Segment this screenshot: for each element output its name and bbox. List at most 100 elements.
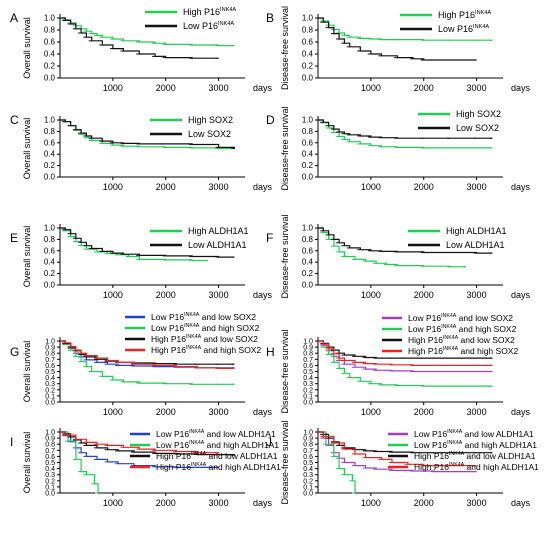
x-tick-label: 2000: [414, 83, 434, 93]
legend-label: High P16INK4A: [183, 7, 236, 17]
x-tick-label: 1000: [361, 290, 381, 300]
panel-letter-b: B: [266, 11, 274, 25]
x-tick-label: 2000: [156, 407, 176, 417]
x-tick-label: 3000: [209, 407, 229, 417]
x-tick-label: 3000: [467, 290, 487, 300]
x-tick-label: 1000: [361, 182, 381, 192]
y-tick-label: 0.1: [45, 393, 55, 400]
x-axis-unit-label: days: [253, 290, 273, 300]
y-tick-label: 1.0: [303, 339, 313, 346]
x-axis-unit-label: days: [253, 407, 273, 417]
y-tick-label: 0.5: [303, 460, 313, 467]
x-tick-label: 2000: [414, 407, 434, 417]
y-tick-label: 0.2: [44, 161, 56, 170]
y-tick-label: 1.0: [44, 14, 56, 23]
y-tick-label: 0.7: [303, 357, 313, 364]
x-axis-unit-label: days: [253, 182, 273, 192]
y-tick-label: 0.3: [303, 381, 313, 388]
panel-letter-c: C: [10, 113, 19, 127]
y-tick-label: 0.8: [45, 442, 55, 449]
legend-label: High P16INK4A and high SOX2: [151, 345, 261, 355]
y-tick-label: 0.7: [45, 448, 55, 455]
x-tick-label: 1000: [103, 182, 123, 192]
y-tick-label: 1.0: [44, 116, 56, 125]
x-tick-label: 1000: [361, 83, 381, 93]
y-tick-label: 0.1: [303, 393, 313, 400]
legend-label: Low P16INK4A: [183, 21, 234, 31]
y-tick-label: 0.6: [302, 138, 314, 147]
y-axis-title: Overall survival: [22, 17, 32, 79]
panel-letter-g: G: [10, 345, 19, 359]
x-tick-label: 2000: [156, 290, 176, 300]
x-tick-label: 1000: [103, 290, 123, 300]
survival-curve-red: [60, 431, 220, 454]
survival-curve-green: [318, 340, 493, 387]
y-tick-label: 0.4: [44, 50, 56, 59]
y-tick-label: 0.6: [303, 454, 313, 461]
x-tick-label: 1000: [103, 407, 123, 417]
y-axis-title: Overall survival: [22, 226, 32, 288]
survival-curve-black: [60, 17, 219, 59]
legend-label: Low SOX2: [456, 123, 499, 133]
y-tick-label: 0.4: [302, 258, 314, 267]
y-tick-label: 0.2: [44, 62, 56, 71]
y-tick-label: 0.2: [302, 161, 314, 170]
legend-label: High SOX2: [188, 115, 233, 125]
y-tick-label: 1.0: [302, 224, 314, 233]
legend-label: Low P16INK4A and low ALDH1A1: [156, 429, 276, 439]
y-tick-label: 0.4: [303, 375, 313, 382]
x-tick-label: 2000: [156, 182, 176, 192]
y-tick-label: 0.0: [302, 74, 314, 83]
legend-label: High ALDH1A1: [188, 226, 249, 236]
legend-label: High P16INK4A and low ALDH1A1: [414, 451, 536, 461]
x-tick-label: 3000: [209, 498, 229, 508]
x-tick-label: 1000: [103, 83, 123, 93]
y-tick-label: 0.7: [45, 357, 55, 364]
y-tick-label: 0.8: [44, 235, 56, 244]
x-axis-unit-label: days: [511, 498, 531, 508]
panel-letter-e: E: [10, 231, 18, 245]
y-axis-title: Disease-free survival: [280, 420, 290, 504]
y-tick-label: 0.2: [44, 269, 56, 278]
legend-label: Low P16INK4A and high ALDH1A1: [414, 440, 537, 450]
legend-label: High P16INK4A and low ALDH1A1: [156, 451, 278, 461]
survival-curve-red: [318, 431, 477, 467]
y-tick-label: 0.1: [45, 484, 55, 491]
y-tick-label: 0.3: [303, 472, 313, 479]
y-tick-label: 0.2: [303, 387, 313, 394]
y-tick-label: 0.5: [45, 460, 55, 467]
y-tick-label: 0.4: [302, 150, 314, 159]
x-tick-label: 2000: [414, 498, 434, 508]
x-tick-label: 1000: [361, 407, 381, 417]
y-tick-label: 0.6: [302, 246, 314, 255]
x-axis-unit-label: days: [511, 83, 531, 93]
x-tick-label: 3000: [467, 498, 487, 508]
y-tick-label: 0.4: [44, 258, 56, 267]
y-tick-label: 0.6: [45, 454, 55, 461]
x-tick-label: 1000: [103, 498, 123, 508]
y-tick-label: 0.2: [45, 478, 55, 485]
x-axis-unit-label: days: [511, 407, 531, 417]
y-tick-label: 0.0: [303, 491, 313, 498]
y-tick-label: 0.0: [45, 400, 55, 407]
legend-label: Low P16INK4A and low SOX2: [408, 313, 513, 323]
y-tick-label: 0.9: [45, 345, 55, 352]
legend-label: Low ALDH1A1: [446, 240, 505, 250]
y-tick-label: 0.0: [44, 173, 56, 182]
y-tick-label: 0.6: [44, 138, 56, 147]
y-tick-label: 0.4: [45, 375, 55, 382]
y-tick-label: 0.8: [44, 26, 56, 35]
panel-letter-d: D: [266, 113, 275, 127]
y-tick-label: 0.2: [303, 478, 313, 485]
panel-letter-j: J: [266, 435, 272, 449]
y-tick-label: 1.0: [303, 430, 313, 437]
x-tick-label: 3000: [467, 407, 487, 417]
y-tick-label: 0.4: [45, 466, 55, 473]
x-tick-label: 2000: [414, 182, 434, 192]
y-tick-label: 0.3: [45, 381, 55, 388]
y-tick-label: 0.4: [303, 466, 313, 473]
legend-label: High ALDH1A1: [446, 226, 507, 236]
y-tick-label: 1.0: [45, 430, 55, 437]
y-tick-label: 0.8: [302, 127, 314, 136]
